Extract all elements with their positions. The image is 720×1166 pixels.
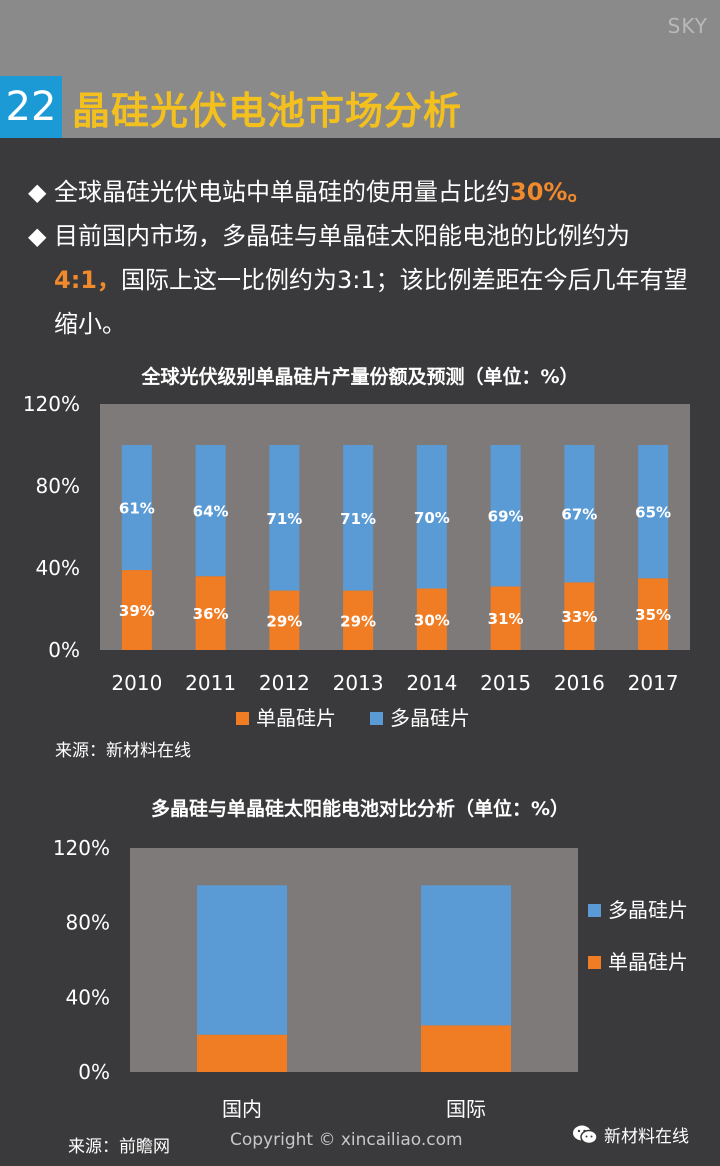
chart1-bar-mono: [269, 590, 300, 650]
chart2-legend-label: 单晶硅片: [608, 950, 688, 974]
chart1-data-label: 67%: [561, 506, 597, 524]
chart2-legend-label: 多晶硅片: [608, 898, 688, 922]
chart2-legend-swatch: [588, 904, 601, 917]
chart1-bar-mono: [195, 576, 226, 650]
chart1-title: 全球光伏级别单晶硅片产量份额及预测（单位：%）: [141, 366, 579, 388]
chart1-data-label: 29%: [340, 612, 376, 630]
chart1-y-tick-label: 120%: [23, 392, 80, 416]
chart1-bar-mono: [564, 582, 595, 650]
chart1-data-label: 69%: [488, 508, 524, 526]
chart1-bar-mono: [638, 578, 669, 650]
chart2-bar-poly: [421, 885, 511, 1026]
chart1-data-label: 36%: [193, 605, 229, 623]
corner-mark: SKY: [667, 14, 708, 38]
copyright-text: Copyright © xincailiao.com: [230, 1130, 463, 1150]
chart1-data-label: 35%: [635, 606, 671, 624]
chart1-plot-area: [100, 404, 690, 650]
chart2-x-tick-label: 国内: [222, 1097, 262, 1121]
chart2-y-tick-label: 0%: [78, 1060, 110, 1084]
wechat-icon: [573, 1125, 598, 1144]
chart1-data-label: 70%: [414, 509, 450, 527]
chart1-x-tick-label: 2016: [554, 671, 605, 695]
chart1-bar-poly: [638, 445, 669, 579]
chart1-data-label: 61%: [119, 500, 155, 518]
bullet-item: ◆ 全球晶硅光伏电站中单晶硅的使用量占比约30%。: [28, 170, 703, 214]
chart1-x-tick-label: 2011: [185, 671, 236, 695]
page-number: 22: [0, 76, 62, 138]
chart1-legend-swatch: [236, 712, 249, 725]
chart1-x-tick-label: 2010: [111, 671, 162, 695]
chart2-y-tick-label: 40%: [66, 985, 110, 1009]
chart1-data-label: 65%: [635, 504, 671, 522]
chart1-svg: 0% 40% 80% 120% 39% 61% 2010 36% 64% 2011 29% 71% 20…: [23, 392, 690, 730]
bullet-item: ◆ 目前国内市场，多晶硅与单晶硅太阳能电池的比例约为 4:1，国际上这一比例约为3…: [28, 214, 703, 346]
highlight-value: 4:1，: [54, 266, 121, 294]
chart2-bar-mono: [421, 1025, 511, 1072]
chart1-data-label: 31%: [488, 610, 524, 628]
bullet-text: 全球晶硅光伏电站中单晶硅的使用量占比约30%。: [54, 178, 592, 206]
chart1-y-tick-label: 80%: [36, 474, 80, 498]
chart1-bar-mono: [416, 588, 447, 650]
chart1-source: 来源：新材料在线: [55, 741, 191, 761]
header-banner: [0, 0, 720, 138]
chart1-x-tick-label: 2015: [480, 671, 531, 695]
chart1-bar-poly: [195, 445, 226, 577]
chart1-bar-poly: [564, 445, 595, 583]
chart2-bar-mono: [197, 1034, 287, 1072]
chart1-bar-poly: [343, 445, 374, 591]
chart1-bar-poly: [416, 445, 447, 589]
chart1-x-tick-label: 2017: [628, 671, 679, 695]
chart1-bar-poly: [269, 445, 300, 591]
chart1-legend-label: 单晶硅片: [256, 706, 336, 730]
chart1-bar-mono: [343, 590, 374, 650]
chart1-data-label: 29%: [266, 612, 302, 630]
highlight-value: 30%。: [510, 178, 592, 206]
chart1-data-label: 39%: [119, 602, 155, 620]
chart1-data-label: 64%: [193, 503, 229, 521]
chart1-data-label: 71%: [266, 510, 302, 528]
chart1-bar-poly: [121, 445, 152, 571]
chart1-bar-poly: [490, 445, 521, 587]
chart2-source: 来源：前瞻网: [68, 1137, 170, 1157]
chart1-data-label: 71%: [340, 510, 376, 528]
chart1-data-label: 30%: [414, 611, 450, 629]
chart1-bar-mono: [490, 586, 521, 650]
bullet-list: ◆ 全球晶硅光伏电站中单晶硅的使用量占比约30%。 ◆ 目前国内市场，多晶硅与单…: [28, 170, 703, 346]
page-title: 晶硅光伏电池市场分析: [72, 89, 463, 133]
wechat-account: 新材料在线: [572, 1122, 689, 1147]
chart1-x-tick-label: 2012: [259, 671, 310, 695]
chart1-legend-label: 多晶硅片: [390, 706, 470, 730]
chart1-y-tick-label: 40%: [36, 556, 80, 580]
diamond-icon: ◆: [28, 178, 47, 206]
chart1-data-label: 33%: [561, 608, 597, 626]
bullet-text: 目前国内市场，多晶硅与单晶硅太阳能电池的比例约为 4:1，国际上这一比例约为3:1…: [54, 222, 688, 338]
chart2-bar-poly: [197, 885, 287, 1035]
chart1-x-tick-label: 2013: [333, 671, 384, 695]
wechat-label: 新材料在线: [604, 1127, 689, 1147]
chart2-y-tick-label: 120%: [53, 836, 110, 860]
chart2-y-tick-label: 80%: [66, 911, 110, 935]
chart2-x-tick-label: 国际: [446, 1097, 486, 1121]
chart1-x-tick-label: 2014: [406, 671, 457, 695]
chart2-title: 多晶硅与单晶硅太阳能电池对比分析（单位：%）: [150, 798, 570, 820]
chart2-legend-swatch: [588, 956, 601, 969]
chart1-legend-swatch: [370, 712, 383, 725]
chart1-bar-mono: [121, 570, 152, 650]
chart1-y-tick-label: 0%: [48, 638, 80, 662]
diamond-icon: ◆: [28, 222, 47, 250]
